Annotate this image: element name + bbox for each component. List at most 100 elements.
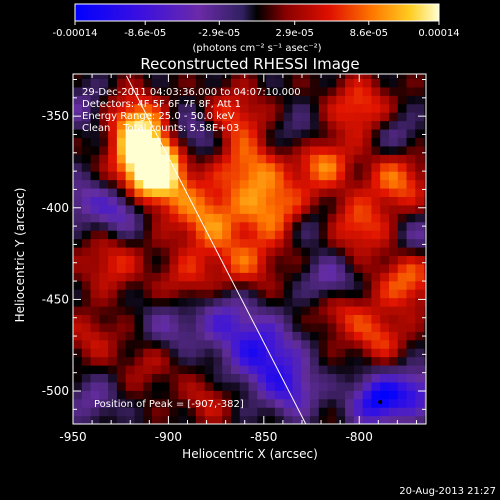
- heatmap-cell: [371, 103, 381, 113]
- heatmap-cell: [415, 230, 425, 240]
- heatmap-cell: [125, 280, 136, 290]
- heatmap-cell: [353, 145, 364, 155]
- heatmap-cell: [213, 120, 223, 130]
- heatmap-cell: [318, 179, 329, 189]
- heatmap-cell: [336, 221, 346, 231]
- heatmap-cell: [81, 196, 92, 206]
- heatmap-cell: [134, 356, 144, 366]
- heatmap-cell: [187, 238, 197, 248]
- heatmap-cell: [108, 213, 118, 223]
- heatmap-cell: [257, 78, 267, 88]
- heatmap-cell: [99, 179, 109, 189]
- heatmap-cell: [143, 331, 153, 341]
- heatmap-cell: [90, 162, 100, 172]
- heatmap-cell: [327, 78, 337, 88]
- heatmap-cell: [371, 86, 381, 96]
- heatmap-cell: [195, 407, 206, 417]
- heatmap-cell: [406, 398, 416, 408]
- heatmap-cell: [143, 128, 153, 139]
- heatmap-cell: [424, 238, 426, 248]
- heatmap-cell: [116, 339, 127, 349]
- heatmap-cell: [178, 137, 188, 147]
- heatmap-cell: [353, 120, 364, 130]
- heatmap-cell: [134, 103, 144, 113]
- limb-line: [125, 75, 307, 424]
- heatmap-cell: [345, 263, 355, 273]
- heatmap-cell: [73, 280, 83, 290]
- heatmap-cell: [301, 390, 311, 400]
- heatmap-cell: [151, 331, 162, 341]
- heatmap-cell: [116, 297, 127, 307]
- heatmap-cell: [90, 314, 100, 324]
- heatmap-cell: [336, 297, 346, 307]
- heatmap-cell: [362, 314, 373, 324]
- heatmap-cell: [151, 246, 162, 257]
- heatmap-cell: [230, 407, 241, 417]
- heatmap-cell: [108, 255, 118, 265]
- heatmap-cell: [415, 297, 425, 307]
- heatmap-cell: [204, 390, 215, 400]
- heatmap-cell: [318, 78, 329, 88]
- heatmap-cell: [353, 103, 364, 113]
- heatmap-cell: [318, 348, 329, 358]
- heatmap-cell: [81, 238, 92, 248]
- heatmap-cell: [81, 95, 92, 105]
- heatmap-cell: [195, 263, 206, 273]
- heatmap-cell: [353, 297, 364, 307]
- heatmap-cell: [99, 356, 109, 366]
- heatmap-cell: [327, 213, 337, 223]
- heatmap-cell: [318, 154, 329, 164]
- heatmap-cell: [388, 221, 399, 231]
- heatmap-cell: [108, 314, 118, 324]
- heatmap-cell: [73, 187, 83, 198]
- heatmap-cell: [274, 74, 285, 79]
- heatmap-cell: [274, 112, 285, 122]
- heatmap-cell: [178, 272, 188, 282]
- heatmap-cell: [301, 221, 311, 231]
- heatmap-cell: [160, 120, 171, 130]
- heatmap-cell: [187, 305, 197, 316]
- heatmap-cell: [388, 120, 399, 130]
- heatmap-cell: [371, 272, 381, 282]
- heatmap-cell: [362, 204, 373, 214]
- heatmap-cell: [327, 187, 337, 198]
- heatmap-cell: [125, 187, 136, 198]
- heatmap-cell: [195, 112, 206, 122]
- heatmap-cell: [380, 221, 390, 231]
- heatmap-cell: [134, 154, 144, 164]
- heatmap-cell: [388, 381, 399, 391]
- heatmap-cell: [195, 305, 206, 316]
- heatmap-cell: [397, 415, 408, 424]
- heatmap-cell: [125, 305, 136, 316]
- heatmap-cell: [116, 356, 127, 366]
- heatmap-cell: [388, 356, 399, 366]
- heatmap-cell: [248, 289, 258, 299]
- heatmap-cell: [134, 314, 144, 324]
- heatmap-cell: [99, 381, 109, 391]
- heatmap-cell: [169, 381, 179, 391]
- heatmap-cell: [187, 86, 197, 96]
- heatmap-cell: [151, 272, 162, 282]
- heatmap-cell: [239, 78, 250, 88]
- heatmap-cell: [318, 314, 329, 324]
- heatmap-cell: [301, 255, 311, 265]
- heatmap-cell: [239, 398, 250, 408]
- heatmap-cell: [143, 364, 153, 375]
- heatmap-cell: [353, 221, 364, 231]
- heatmap-cell: [187, 331, 197, 341]
- heatmap-cell: [292, 120, 302, 130]
- heatmap-cell: [353, 137, 364, 147]
- heatmap-cell: [160, 263, 171, 273]
- heatmap-cell: [266, 390, 276, 400]
- heatmap-cell: [239, 154, 250, 164]
- heatmap-cell: [283, 78, 294, 88]
- heatmap-cell: [187, 407, 197, 417]
- heatmap-cell: [301, 128, 311, 139]
- heatmap-cell: [178, 364, 188, 375]
- heatmap-cell: [178, 196, 188, 206]
- heatmap-cell: [160, 154, 171, 164]
- heatmap-cell: [371, 297, 381, 307]
- heatmap-cell: [143, 230, 153, 240]
- heatmap-cell: [380, 381, 390, 391]
- heatmap-cell: [336, 390, 346, 400]
